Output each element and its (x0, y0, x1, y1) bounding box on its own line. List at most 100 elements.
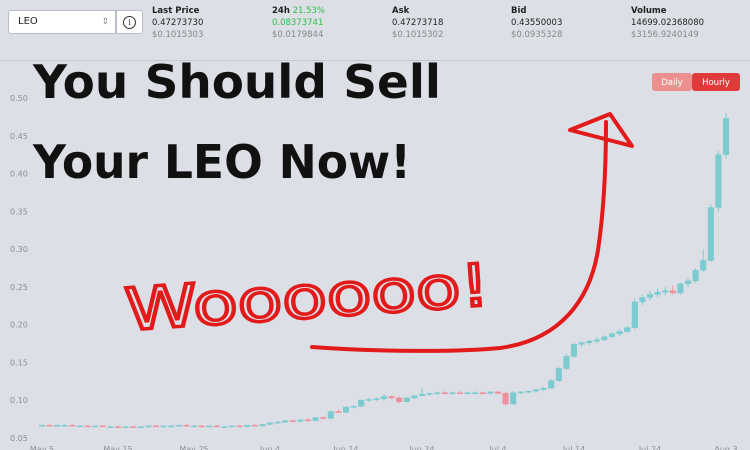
candle-body (380, 396, 388, 399)
x-tick-label: May 5 (30, 445, 54, 450)
stat-usd: $3156.9240149 (631, 30, 699, 40)
candle-body (130, 426, 137, 428)
candle-body (722, 118, 730, 155)
candle-body (84, 425, 91, 428)
candle-body (464, 392, 471, 394)
y-tick-label: 0.50 (10, 94, 28, 103)
hourly-button[interactable] (692, 73, 740, 91)
candle-body (692, 270, 699, 282)
stat-column: Volume 14699.02368080 $3156.9240149 (631, 5, 704, 41)
candle-body (168, 425, 175, 428)
candle-body (297, 419, 304, 422)
candle-body (92, 425, 99, 428)
stat-column: Bid 0.43550003 $0.0935328 (511, 5, 562, 41)
candle-body (396, 397, 403, 402)
stat-column: Ask 0.47273718 $0.1015302 (392, 5, 443, 41)
candle-body (320, 417, 327, 419)
candle-body (601, 336, 608, 341)
hourly-label: Hourly (702, 78, 730, 88)
x-tick-label: May 15 (103, 445, 132, 450)
x-tick-label: May 25 (179, 445, 208, 450)
x-tick-label: Jun 24 (408, 445, 434, 450)
candle-body (631, 301, 638, 328)
candle-body (510, 392, 517, 405)
overlay-title: Your LEO Now! (32, 135, 411, 189)
candle-body (548, 380, 555, 389)
candle-body (578, 342, 585, 345)
stat-label: Ask (392, 6, 410, 16)
select-arrow: ⇕ (101, 17, 109, 27)
candle-body (137, 426, 144, 428)
overlay-title: You Should Sell (32, 55, 441, 109)
candle-body (358, 399, 365, 407)
candle-body (259, 424, 266, 427)
candle-body (669, 290, 676, 294)
candle-body (312, 417, 319, 421)
candle-body (114, 426, 122, 428)
y-tick-label: 0.35 (10, 207, 28, 216)
candle-body (502, 393, 509, 405)
stat-usd: $0.0935328 (511, 30, 563, 40)
stat-label: Volume (631, 6, 667, 16)
candle-body (244, 424, 251, 427)
y-tick-label: 0.15 (10, 358, 28, 367)
stat-value: 0.47273718 (392, 18, 444, 28)
pair-name: LEO (18, 16, 38, 27)
divider (0, 60, 750, 61)
candle-body (289, 420, 296, 422)
daily-button[interactable] (652, 73, 692, 91)
y-tick-label: 0.25 (10, 283, 28, 292)
candle-body (570, 344, 578, 357)
stat-change: 21.53% (292, 6, 326, 16)
candle-body (494, 391, 502, 394)
candle-body (373, 398, 380, 400)
candle-body (350, 406, 357, 408)
x-tick-label: Jul 24 (638, 445, 661, 450)
stat-label: 24h (272, 6, 290, 16)
candle-body (426, 393, 433, 395)
candle-body (624, 327, 631, 332)
candle-body (563, 356, 570, 369)
info-icon: i (123, 16, 136, 29)
stat-value: 14699.02368080 (631, 18, 705, 28)
candle-body (616, 331, 623, 334)
candle-body (335, 411, 342, 413)
candle-body (282, 420, 289, 423)
candle-body (190, 425, 198, 428)
stat-label: Bid (511, 6, 527, 16)
pair-select[interactable]: LEO ⇕ (8, 10, 116, 34)
stat-column: Last Price 0.47273730 $0.1015303 (152, 5, 203, 41)
x-tick-label: Jun 14 (332, 445, 358, 450)
y-tick-label: 0.20 (10, 321, 28, 330)
daily-label: Daily (661, 78, 683, 88)
candle-body (266, 422, 274, 425)
candle-body (517, 391, 524, 394)
candle-body (160, 425, 167, 428)
candle-body (183, 424, 190, 427)
candle-body (434, 392, 441, 394)
candle-body (365, 399, 372, 401)
candle-body (662, 290, 669, 293)
candle-body (69, 424, 76, 427)
candle-body (525, 390, 532, 393)
candle-body (206, 425, 213, 428)
y-tick-label: 0.40 (10, 170, 28, 179)
scribble-arrow (310, 120, 608, 353)
candle-body (175, 424, 182, 427)
candle-body (38, 424, 46, 427)
stat-label: Last Price (152, 6, 200, 16)
candle-body (540, 387, 547, 390)
info-button[interactable]: i (116, 10, 143, 34)
stat-column: 24h 21.53% 0.08373741 $0.0179844 (272, 5, 325, 41)
candle-body (593, 339, 600, 342)
candle-body (608, 333, 616, 338)
candle-body (411, 395, 418, 399)
y-tick-label: 0.05 (10, 434, 28, 443)
stat-value: 0.08373741 (272, 18, 324, 28)
candle-body (304, 419, 312, 422)
stat-usd: $0.0179844 (272, 30, 324, 40)
candle-body (532, 389, 540, 392)
stat-usd: $0.1015303 (152, 30, 204, 40)
